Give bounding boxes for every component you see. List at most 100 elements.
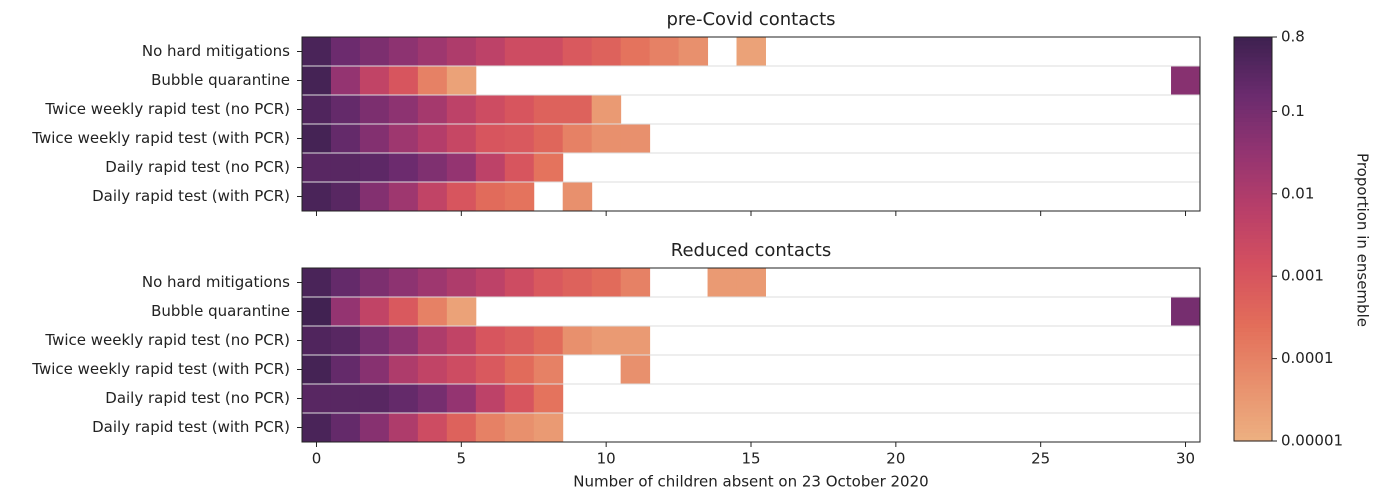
- colorbar-swatch: [1234, 428, 1272, 434]
- colorbar-swatch: [1234, 93, 1272, 99]
- heatmap-cell: [736, 37, 766, 67]
- y-tick-label: Twice weekly rapid test (with PCR): [31, 360, 290, 378]
- heatmap-cell: [504, 124, 535, 154]
- heatmap-cell: [620, 268, 651, 298]
- heatmap-cell: [533, 153, 564, 183]
- heatmap-cell: [591, 37, 622, 67]
- colorbar-swatch: [1234, 89, 1272, 95]
- heatmap-cell: [417, 95, 448, 125]
- colorbar-swatch: [1234, 368, 1272, 373]
- heatmap-cell: [533, 413, 564, 443]
- colorbar-swatch: [1234, 243, 1272, 248]
- heatmap-cell: [475, 182, 506, 212]
- heatmap-cell: [475, 124, 506, 154]
- colorbar-swatch: [1234, 396, 1272, 402]
- colorbar-swatch: [1234, 113, 1272, 119]
- heatmap-cell: [475, 37, 506, 67]
- colorbar-swatch: [1234, 117, 1272, 123]
- heatmap-cell: [388, 124, 419, 154]
- x-tick-label: 5: [457, 450, 467, 468]
- colorbar-swatch: [1234, 121, 1272, 127]
- heatmap-cell: [330, 66, 361, 96]
- colorbar-swatch: [1234, 307, 1272, 313]
- colorbar-swatch: [1234, 331, 1272, 337]
- heatmap-cell: [330, 413, 361, 443]
- colorbar-swatch: [1234, 404, 1272, 410]
- heatmap-cell: [1171, 297, 1201, 327]
- heatmap-cell: [475, 95, 506, 125]
- heatmap-cell: [302, 384, 332, 414]
- colorbar-label: Proportion in ensemble: [1354, 153, 1372, 327]
- colorbar-swatch: [1234, 129, 1272, 135]
- colorbar-swatch: [1234, 239, 1272, 244]
- colorbar-swatch: [1234, 344, 1272, 349]
- heatmap-cell: [591, 124, 622, 154]
- heatmap-cell: [302, 413, 332, 443]
- heatmap-cell: [562, 95, 593, 125]
- colorbar-swatch: [1234, 340, 1272, 345]
- colorbar-swatch: [1234, 432, 1272, 438]
- heatmap-cell: [562, 124, 593, 154]
- heatmap-cell: [417, 153, 448, 183]
- colorbar-swatch: [1234, 45, 1272, 50]
- colorbar-swatch: [1234, 101, 1272, 107]
- heatmap-cell: [504, 268, 535, 298]
- heatmap-cell: [302, 182, 332, 212]
- colorbar-swatch: [1234, 400, 1272, 406]
- colorbar-swatch: [1234, 251, 1272, 256]
- colorbar-swatch: [1234, 247, 1272, 252]
- heatmap-cell: [388, 268, 419, 298]
- colorbar-swatch: [1234, 388, 1272, 394]
- colorbar-swatch: [1234, 162, 1272, 167]
- colorbar-swatch: [1234, 186, 1272, 192]
- heatmap-cell: [446, 66, 477, 96]
- heatmap-cell: [359, 384, 390, 414]
- heatmap-cell: [446, 268, 477, 298]
- heatmap-cell: [620, 326, 651, 356]
- colorbar-swatch: [1234, 287, 1272, 293]
- heatmap-cell: [533, 355, 564, 385]
- heatmap-cell: [417, 182, 448, 212]
- colorbar-swatch: [1234, 202, 1272, 208]
- heatmap-cell: [620, 37, 651, 67]
- heatmap-cell: [330, 326, 361, 356]
- heatmap-cell: [533, 95, 564, 125]
- colorbar-swatch: [1234, 49, 1272, 54]
- colorbar-swatch: [1234, 412, 1272, 418]
- colorbar-swatch: [1234, 323, 1272, 329]
- heatmap-cell: [649, 37, 680, 67]
- heatmap-cell: [330, 297, 361, 327]
- colorbar-swatch: [1234, 319, 1272, 325]
- heatmap-cell: [475, 153, 506, 183]
- heatmap-cell: [330, 95, 361, 125]
- heatmap-cell: [446, 384, 477, 414]
- heatmap-cell: [359, 153, 390, 183]
- x-tick-label: 30: [1176, 450, 1195, 468]
- heatmap-cell: [359, 297, 390, 327]
- heatmap-cell: [330, 37, 361, 67]
- colorbar-swatch: [1234, 263, 1272, 268]
- heatmap-cell: [359, 268, 390, 298]
- colorbar-tick-label: 0.1: [1281, 102, 1305, 120]
- heatmap-cell: [504, 37, 535, 67]
- heatmap-cell: [359, 124, 390, 154]
- heatmap-cell: [417, 355, 448, 385]
- heatmap-cell: [446, 413, 477, 443]
- colorbar-swatch: [1234, 408, 1272, 414]
- colorbar-swatch: [1234, 53, 1272, 58]
- colorbar-swatch: [1234, 335, 1272, 341]
- colorbar-swatch: [1234, 222, 1272, 228]
- heatmap-cell: [504, 182, 535, 212]
- colorbar-swatch: [1234, 230, 1272, 236]
- heatmap-cell: [504, 384, 535, 414]
- heatmap-cell: [302, 124, 332, 154]
- colorbar-swatch: [1234, 327, 1272, 333]
- heatmap-cell: [388, 355, 419, 385]
- colorbar-swatch: [1234, 125, 1272, 131]
- colorbar-swatch: [1234, 97, 1272, 103]
- heatmap-cell: [388, 153, 419, 183]
- heatmap-cell: [504, 413, 535, 443]
- colorbar-swatch: [1234, 146, 1272, 151]
- colorbar-swatch: [1234, 190, 1272, 196]
